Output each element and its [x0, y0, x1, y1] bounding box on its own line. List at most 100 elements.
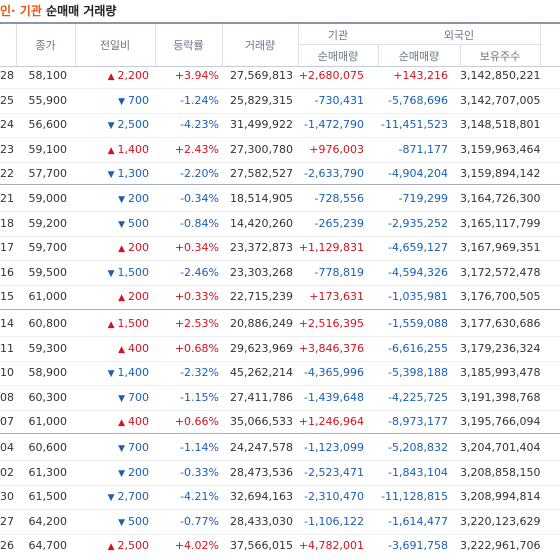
- volume-cell: 23,303,268: [230, 266, 293, 279]
- change-value: 2,500: [117, 539, 150, 552]
- change-value: 500: [128, 217, 149, 230]
- table-row[interactable]: 17 59,700 ▲ 200 +0.34% 23,372,873 +1,129,831 -4…: [0, 236, 560, 260]
- change-cell: ▼ 2,700: [75, 485, 149, 509]
- table-row[interactable]: 07 61,000 ▲ 400 +0.66% 35,066,533 +1,246,964 -8…: [0, 410, 560, 434]
- date-cell: 21: [0, 192, 14, 205]
- foreign-holding-cell: 3,179,236,324: [460, 342, 541, 355]
- institution-net-cell: -4,365,996: [304, 366, 364, 379]
- change-value: 500: [128, 515, 149, 528]
- close-price-cell: 59,500: [28, 266, 68, 279]
- foreign-net-cell: -5,768,696: [388, 94, 448, 107]
- change-value: 700: [128, 94, 149, 107]
- up-arrow-icon: ▲: [107, 542, 115, 552]
- header-foreign: 외국인: [443, 29, 475, 42]
- foreign-holding-cell: 3,222,961,706: [460, 539, 541, 552]
- volume-cell: 37,566,015: [230, 539, 293, 552]
- change-cell: ▼ 700: [75, 436, 149, 460]
- table-row[interactable]: 02 61,300 ▼ 200 -0.33% 28,473,536 -2,523,471 -1…: [0, 461, 560, 485]
- institution-net-cell: -1,472,790: [304, 118, 364, 131]
- close-price-cell: 59,000: [28, 192, 68, 205]
- volume-cell: 31,499,922: [230, 118, 293, 131]
- date-cell: 27: [0, 515, 14, 528]
- change-value: 200: [128, 241, 149, 254]
- date-cell: 25: [0, 94, 14, 107]
- table-row[interactable]: 15 61,000 ▲ 200 +0.33% 22,715,239 +173,631 -1,0…: [0, 285, 560, 309]
- rate-cell: +0.34%: [174, 241, 219, 254]
- table-row[interactable]: 25 55,900 ▼ 700 -1.24% 25,829,315 -730,431 -5,7…: [0, 89, 560, 113]
- table-row[interactable]: 23 59,100 ▲ 1,400 +2.43% 27,300,780 +976,003 -8…: [0, 138, 560, 162]
- change-value: 1,400: [117, 366, 150, 379]
- table-row[interactable]: 10 58,900 ▼ 1,400 -2.32% 45,262,214 -4,365,996…: [0, 361, 560, 385]
- table-row[interactable]: 28 58,100 ▲ 2,200 +3.94% 27,569,813 +2,680,075…: [0, 64, 560, 88]
- close-price-cell: 61,500: [28, 490, 68, 503]
- foreign-net-cell: -8,973,177: [388, 415, 448, 428]
- header-divider: [16, 24, 17, 66]
- change-cell: ▼ 2,500: [75, 113, 149, 137]
- change-value: 1,500: [117, 317, 150, 330]
- institution-net-cell: +976,003: [309, 143, 364, 156]
- row-separator: [0, 385, 560, 386]
- change-value: 400: [128, 342, 149, 355]
- volume-cell: 27,569,813: [230, 69, 293, 82]
- foreign-net-cell: -719,299: [398, 192, 448, 205]
- rate-cell: +0.68%: [174, 342, 219, 355]
- foreign-net-cell: -4,594,326: [388, 266, 448, 279]
- foreign-holding-cell: 3,142,707,005: [460, 94, 541, 107]
- rate-cell: -0.77%: [180, 515, 219, 528]
- foreign-holding-cell: 3,148,518,801: [460, 118, 541, 131]
- close-price-cell: 59,300: [28, 342, 68, 355]
- table-row[interactable]: 08 60,300 ▼ 700 -1.15% 27,411,786 -1,439,648 -4…: [0, 386, 560, 410]
- change-cell: ▼ 1,400: [75, 361, 149, 385]
- close-price-cell: 58,100: [28, 69, 68, 82]
- foreign-holding-cell: 3,176,700,505: [460, 290, 541, 303]
- foreign-holding-cell: 3,167,969,351: [460, 241, 541, 254]
- up-arrow-icon: ▲: [118, 293, 125, 303]
- table-row[interactable]: 24 56,600 ▼ 2,500 -4.23% 31,499,922 -1,472,790…: [0, 113, 560, 137]
- foreign-holding-cell: 3,208,994,814: [460, 490, 541, 503]
- table-row[interactable]: 27 64,200 ▼ 500 -0.77% 28,433,030 -1,106,122 -1…: [0, 510, 560, 534]
- header-divider: [540, 24, 541, 66]
- rate-cell: -2.20%: [180, 167, 219, 180]
- institution-net-cell: -1,106,122: [304, 515, 364, 528]
- row-separator: [0, 260, 560, 261]
- rate-cell: +2.43%: [174, 143, 219, 156]
- rate-cell: +0.66%: [174, 415, 219, 428]
- up-arrow-icon: ▲: [107, 146, 115, 156]
- table-row[interactable]: 16 59,500 ▼ 1,500 -2.46% 23,303,268 -778,819 -4…: [0, 261, 560, 285]
- table-row[interactable]: 30 61,500 ▼ 2,700 -4.21% 32,694,163 -2,310,470…: [0, 485, 560, 509]
- title-institution: · 기관: [11, 4, 42, 18]
- institution-net-cell: -778,819: [314, 266, 364, 279]
- close-price-cell: 64,200: [28, 515, 68, 528]
- volume-cell: 23,372,873: [230, 241, 293, 254]
- foreign-holding-cell: 3,191,398,768: [460, 391, 541, 404]
- header-foreign-net: 순매매량: [398, 50, 440, 63]
- close-price-cell: 60,300: [28, 391, 68, 404]
- header-foreign-holding: 보유주수: [479, 50, 521, 63]
- date-cell: 08: [0, 391, 14, 404]
- down-arrow-icon: ▼: [107, 369, 115, 379]
- rate-cell: -4.21%: [180, 490, 219, 503]
- table-row[interactable]: 21 59,000 ▼ 200 -0.34% 18,514,905 -728,556 -719…: [0, 187, 560, 211]
- close-price-cell: 60,600: [28, 441, 68, 454]
- volume-cell: 24,247,578: [230, 441, 293, 454]
- header-subdivider: [298, 44, 540, 45]
- table-row[interactable]: 22 57,700 ▼ 1,300 -2.20% 27,582,527 -2,633,790…: [0, 162, 560, 186]
- table-row[interactable]: 26 64,700 ▲ 2,500 +4.02% 37,566,015 +4,782,001…: [0, 534, 560, 558]
- volume-cell: 27,300,780: [230, 143, 293, 156]
- row-separator: [0, 162, 560, 163]
- table-row[interactable]: 04 60,600 ▼ 700 -1.14% 24,247,578 -1,123,099 -5…: [0, 436, 560, 460]
- institution-net-cell: -1,123,099: [304, 441, 364, 454]
- header-rate: 등락률: [173, 39, 204, 52]
- table-row[interactable]: 18 59,200 ▼ 500 -0.84% 14,420,260 -265,239 -2,9…: [0, 212, 560, 236]
- table-row[interactable]: 14 60,800 ▲ 1,500 +2.53% 20,886,249 +2,516,395…: [0, 312, 560, 336]
- foreign-holding-cell: 3,177,630,686: [460, 317, 541, 330]
- table-row[interactable]: 11 59,300 ▲ 400 +0.68% 29,623,969 +3,846,376 -6…: [0, 337, 560, 361]
- change-value: 700: [128, 391, 149, 404]
- close-price-cell: 55,900: [28, 94, 68, 107]
- row-separator: [0, 211, 560, 212]
- title-lead: 인: [0, 4, 12, 18]
- up-arrow-icon: ▲: [118, 418, 125, 428]
- date-cell: 22: [0, 167, 14, 180]
- rate-cell: -1.24%: [180, 94, 219, 107]
- change-cell: ▲ 200: [75, 236, 149, 260]
